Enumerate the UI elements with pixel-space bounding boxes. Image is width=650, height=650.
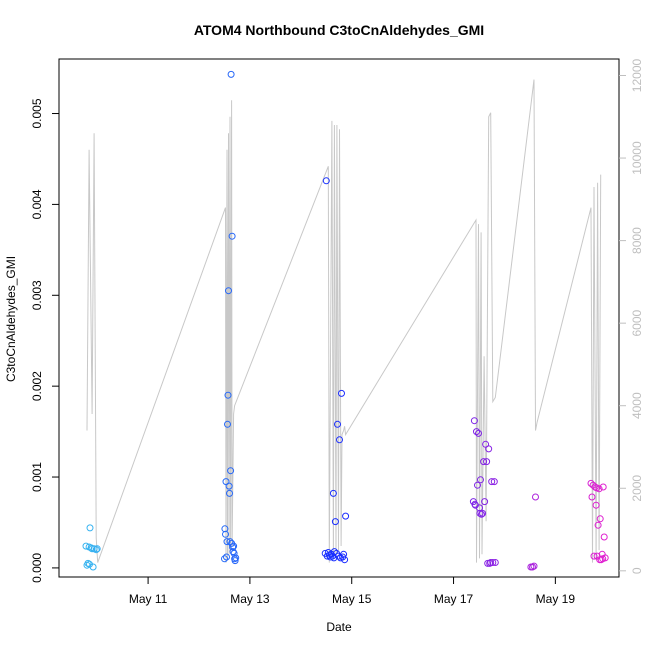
data-point [594, 521, 602, 529]
data-point [331, 518, 339, 526]
data-point [590, 552, 598, 560]
y-tick-label: 0.001 [30, 462, 44, 492]
y-tick-label: 0.005 [30, 98, 44, 128]
y2-tick-label: 10000 [630, 141, 644, 175]
data-point [330, 554, 338, 562]
data-point [232, 554, 240, 562]
data-point [475, 429, 482, 437]
data-point [470, 417, 478, 425]
data-point [488, 478, 496, 486]
data-point [86, 560, 93, 568]
y-axis-label: C3toCnAldehydes_GMI [4, 256, 18, 382]
data-point [599, 483, 607, 491]
data-point [224, 391, 232, 399]
data-point [225, 482, 233, 490]
data-point [596, 556, 604, 564]
x-tick-label: May 13 [230, 592, 270, 606]
data-point [592, 501, 600, 509]
y-axis: 0.000 0.001 0.002 0.003 0.004 0.005 [30, 98, 59, 583]
data-point [483, 458, 491, 466]
data-point [593, 484, 601, 492]
data-point [228, 232, 236, 240]
data-point [491, 559, 499, 566]
data-point [226, 489, 233, 497]
y-tick-label: 0.004 [30, 189, 44, 219]
data-point [591, 483, 599, 491]
data-point [474, 481, 481, 489]
data-point [481, 498, 489, 506]
data-point [484, 559, 492, 567]
data-point [587, 479, 595, 487]
data-point [226, 538, 234, 546]
data-point [221, 555, 228, 563]
data-point [322, 177, 330, 185]
data-point [227, 70, 235, 78]
data-point [334, 420, 341, 428]
y-axis-right: 0 2000 4000 6000 8000 10000 12000 [619, 59, 644, 574]
y-tick-label: 0.002 [30, 371, 44, 401]
data-point [473, 428, 480, 436]
y2-tick-label: 0 [630, 567, 644, 574]
data-point [532, 493, 539, 501]
altitude-line-layer [86, 79, 602, 563]
y-tick-label: 0.000 [30, 553, 44, 583]
x-tick-label: May 19 [536, 592, 576, 606]
data-point [93, 545, 101, 553]
data-point [230, 549, 238, 557]
data-point [489, 559, 497, 566]
data-point [225, 287, 232, 295]
data-point [485, 445, 493, 453]
data-point [84, 559, 92, 567]
data-point [599, 555, 607, 563]
data-point [86, 524, 94, 532]
data-point [596, 515, 604, 523]
data-point [88, 545, 96, 553]
plot-frame [58, 58, 620, 578]
y2-tick-label: 6000 [630, 309, 644, 336]
data-point [471, 500, 479, 508]
data-point [477, 476, 484, 484]
y-tick-label: 0.003 [30, 280, 44, 310]
x-tick-label: May 11 [129, 592, 168, 606]
data-point [480, 458, 488, 466]
data-point [222, 530, 229, 538]
y2-tick-label: 4000 [630, 392, 644, 419]
data-point [227, 467, 235, 475]
data-point [341, 556, 349, 564]
data-point [92, 546, 100, 554]
x-axis: May 11 May 13 May 15 May 17 May 19 [129, 577, 576, 606]
data-point [229, 543, 237, 551]
chart-title: ATOM4 Northbound C3toCnAldehydes_GMI [194, 22, 484, 38]
data-point [479, 509, 487, 517]
altitude-line [86, 79, 602, 563]
data-point [342, 512, 350, 520]
x-tick-label: May 17 [434, 592, 474, 606]
data-point [224, 420, 231, 428]
data-point [600, 533, 608, 541]
data-point [529, 563, 536, 571]
y2-tick-label: 12000 [630, 59, 644, 93]
data-points-layer [82, 70, 609, 571]
data-point [588, 493, 596, 501]
data-point [487, 559, 495, 566]
data-point [223, 538, 231, 546]
y2-tick-label: 2000 [630, 475, 644, 502]
data-point [338, 389, 345, 397]
data-point [490, 478, 498, 486]
data-point [476, 509, 484, 517]
data-point [478, 510, 485, 518]
data-point [231, 557, 239, 565]
x-tick-label: May 15 [332, 592, 372, 606]
data-point [336, 436, 343, 444]
data-point [223, 553, 230, 561]
data-point [230, 542, 238, 550]
data-point [530, 562, 538, 570]
x-axis-label: Date [326, 620, 352, 634]
data-point [329, 489, 337, 497]
y2-tick-label: 8000 [630, 227, 644, 254]
